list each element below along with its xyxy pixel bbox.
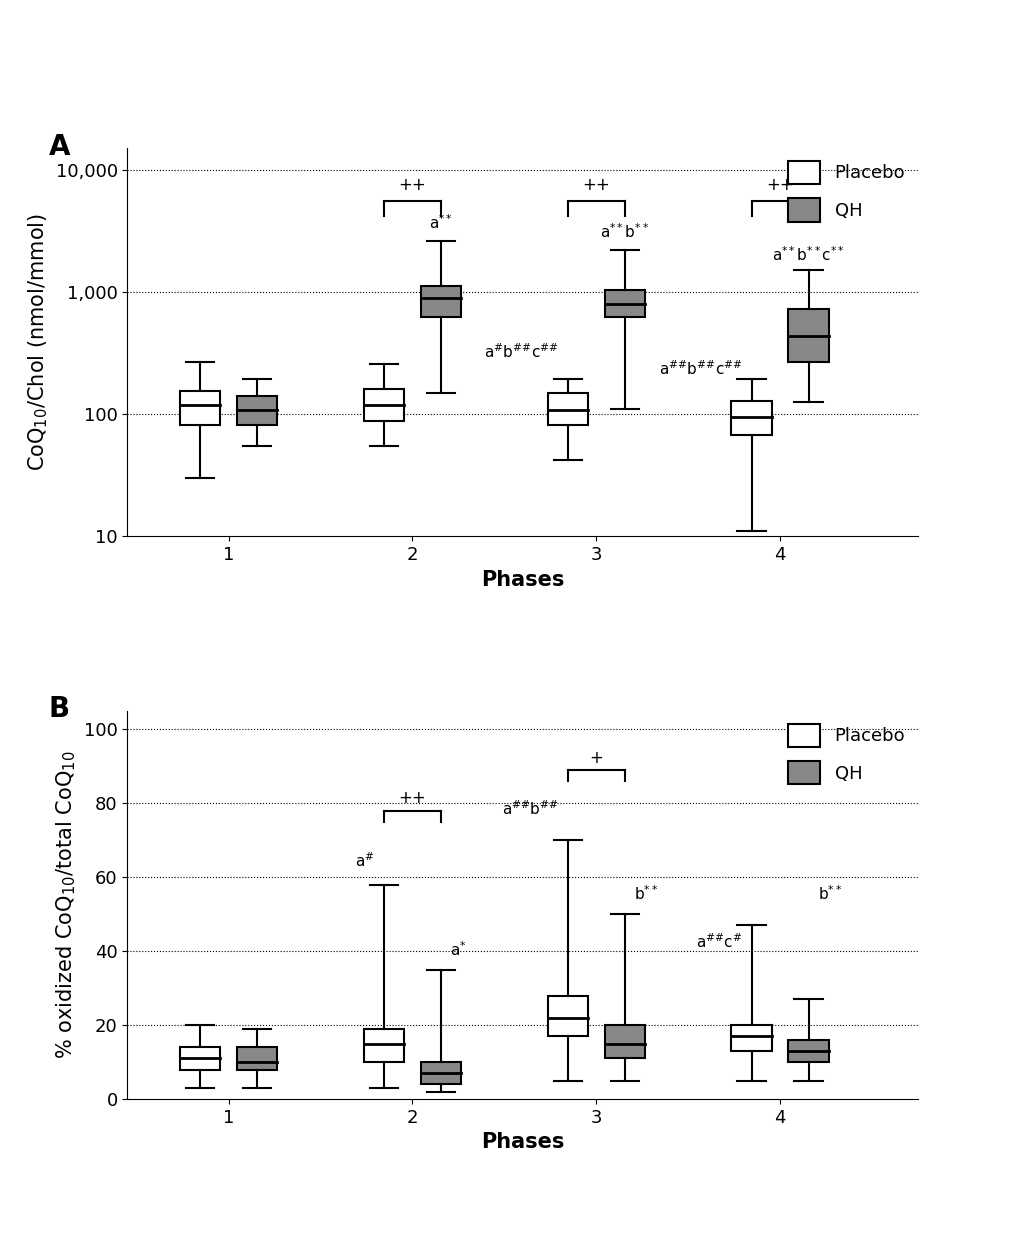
Text: ++: ++: [398, 177, 426, 194]
Text: ++: ++: [398, 789, 426, 808]
Bar: [236, 1047, 277, 1070]
Bar: [788, 309, 828, 362]
Bar: [547, 393, 587, 425]
Bar: [547, 995, 587, 1036]
Text: ++: ++: [765, 177, 793, 194]
Text: a$^{\#\#}$b$^{\#\#}$c$^{\#\#}$: a$^{\#\#}$b$^{\#\#}$c$^{\#\#}$: [658, 359, 742, 378]
Legend: Placebo, QH: Placebo, QH: [780, 716, 912, 792]
Text: a$^{*}$: a$^{*}$: [449, 940, 467, 958]
Bar: [604, 1025, 644, 1058]
Legend: Placebo, QH: Placebo, QH: [780, 153, 912, 228]
Y-axis label: CoQ$_{10}$/Chol (nmol/mmol): CoQ$_{10}$/Chol (nmol/mmol): [26, 214, 50, 472]
Bar: [179, 390, 220, 425]
Bar: [364, 389, 404, 421]
Text: a$^{\#}$: a$^{\#}$: [355, 851, 374, 869]
Text: a$^{**}$b$^{**}$c$^{**}$: a$^{**}$b$^{**}$c$^{**}$: [771, 245, 845, 264]
Text: A: A: [49, 132, 70, 161]
X-axis label: Phases: Phases: [481, 569, 564, 589]
Bar: [236, 395, 277, 425]
Bar: [179, 1047, 220, 1070]
Y-axis label: % oxidized CoQ$_{10}$/total CoQ$_{10}$: % oxidized CoQ$_{10}$/total CoQ$_{10}$: [55, 751, 78, 1060]
Bar: [731, 401, 771, 435]
Text: +: +: [589, 748, 602, 767]
X-axis label: Phases: Phases: [481, 1132, 564, 1152]
Text: b$^{**}$: b$^{**}$: [634, 884, 657, 903]
Bar: [420, 1062, 461, 1084]
Text: ++: ++: [582, 177, 609, 194]
Text: a$^{**}$b$^{**}$: a$^{**}$b$^{**}$: [599, 222, 649, 241]
Bar: [420, 287, 461, 317]
Bar: [364, 1029, 404, 1062]
Bar: [604, 290, 644, 317]
Text: a$^{\#\#}$b$^{\#\#}$: a$^{\#\#}$b$^{\#\#}$: [501, 799, 558, 819]
Text: a$^{\#}$b$^{\#\#}$c$^{\#\#}$: a$^{\#}$b$^{\#\#}$c$^{\#\#}$: [483, 342, 558, 361]
Text: B: B: [49, 695, 69, 724]
Text: b$^{**}$: b$^{**}$: [817, 884, 842, 903]
Bar: [788, 1040, 828, 1062]
Text: a$^{**}$: a$^{**}$: [429, 214, 452, 232]
Bar: [731, 1025, 771, 1051]
Text: a$^{\#\#}$c$^{\#}$: a$^{\#\#}$c$^{\#}$: [695, 932, 742, 951]
